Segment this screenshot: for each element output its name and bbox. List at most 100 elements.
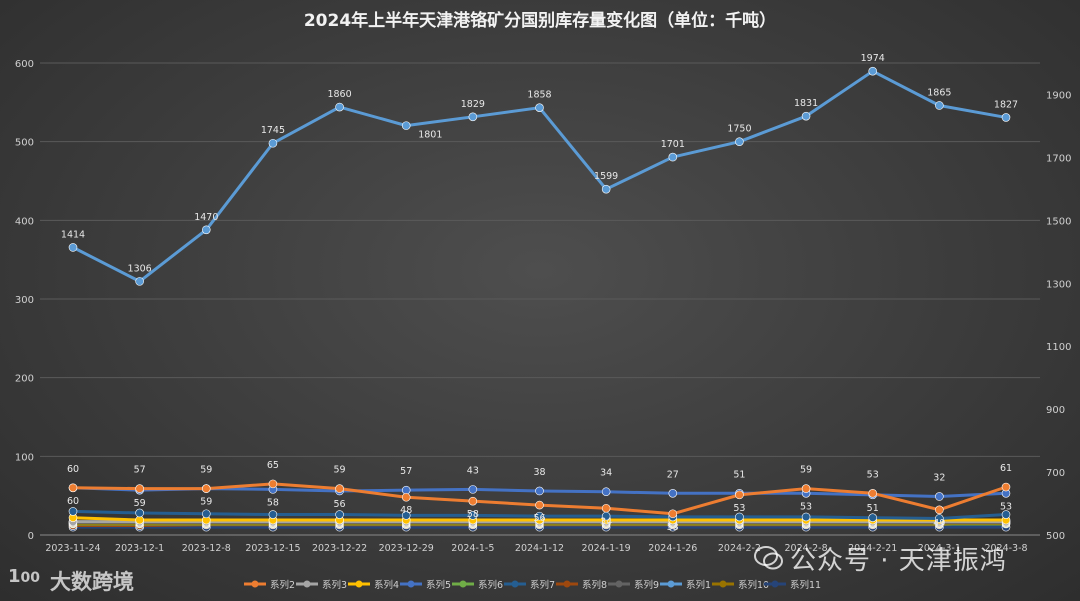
legend-label-系列1: 系列1 — [686, 579, 711, 591]
legend-label-系列9: 系列9 — [634, 579, 659, 591]
data-label-series1: 1827 — [994, 99, 1018, 110]
legend-label-系列4: 系列4 — [374, 579, 399, 591]
data-label-series5: 56 — [334, 499, 346, 510]
legend-label-系列2: 系列2 — [270, 579, 295, 591]
x-tick-label: 2023-12-22 — [312, 543, 367, 554]
legend-marker-系列8 — [563, 580, 571, 588]
data-label-series5: 34 — [600, 516, 612, 527]
y-left-tick-label: 300 — [15, 295, 34, 306]
data-label-series2: 57 — [400, 466, 412, 477]
legend-marker-系列3 — [303, 580, 311, 588]
data-label-series5: 59 — [200, 497, 212, 508]
x-tick-label: 2023-12-29 — [379, 543, 434, 554]
data-point-系列7 — [401, 511, 411, 520]
x-tick-label: 2024-1-19 — [582, 543, 631, 554]
wechat-icon — [754, 545, 784, 571]
data-label-series2: 59 — [800, 465, 812, 476]
y-right-tick-label: 1300 — [1046, 279, 1071, 290]
data-point-系列2 — [801, 484, 811, 493]
data-point-系列7 — [935, 514, 944, 523]
data-label-series1: 1750 — [727, 124, 751, 135]
data-point-系列7 — [535, 511, 544, 521]
y-left-tick-label: 200 — [15, 374, 34, 385]
data-point-系列1 — [135, 277, 144, 286]
data-point-系列2 — [668, 509, 678, 519]
data-point-系列1 — [535, 103, 544, 112]
legend-marker-系列1 — [667, 580, 675, 588]
y-right-tick-label: 1900 — [1046, 90, 1071, 101]
data-label-series1: 1860 — [327, 89, 351, 100]
data-label-series1: 1858 — [527, 90, 551, 101]
logo-icon: 100 — [8, 566, 41, 587]
data-label-series1: 1865 — [927, 87, 951, 98]
y-right-tick-label: 500 — [1046, 531, 1065, 542]
legend-label-系列7: 系列7 — [530, 579, 555, 591]
y-left-tick-label: 400 — [15, 216, 34, 227]
data-point-系列1 — [801, 111, 811, 121]
x-tick-label: 2023-11-24 — [45, 543, 100, 554]
data-label-series5: 53 — [800, 501, 812, 512]
data-point-系列7 — [335, 510, 344, 519]
data-point-系列7 — [1001, 510, 1011, 519]
data-label-series2: 38 — [533, 467, 545, 478]
data-label-series2: 59 — [200, 465, 212, 476]
data-point-系列1 — [201, 225, 211, 235]
data-label-series5: 58 — [467, 509, 479, 520]
y-right-tick-label: 1100 — [1046, 342, 1071, 353]
data-point-系列7 — [201, 509, 211, 519]
data-point-系列1 — [601, 184, 611, 194]
data-label-series5: 56 — [533, 513, 545, 524]
data-label-series2: 53 — [867, 469, 879, 480]
data-point-系列5 — [601, 487, 611, 497]
legend-marker-系列4 — [355, 580, 363, 588]
data-point-系列2 — [135, 484, 144, 493]
data-point-系列5 — [468, 485, 478, 494]
data-point-系列1 — [68, 243, 78, 252]
data-label-series5: 49 — [933, 518, 945, 529]
data-point-系列7 — [735, 512, 744, 522]
x-tick-label: 2024-3-8 — [984, 543, 1027, 554]
x-tick-label: 2023-12-15 — [245, 543, 300, 554]
legend-marker-系列10 — [719, 580, 727, 588]
x-tick-label: 2024-2-8 — [785, 543, 828, 554]
data-point-系列7 — [868, 513, 878, 522]
data-label-series1: 1701 — [661, 139, 685, 150]
data-label-series2: 43 — [467, 465, 479, 476]
data-point-系列7 — [801, 512, 811, 522]
data-label-series1: 1831 — [794, 98, 818, 109]
data-label-series5: 53 — [733, 503, 745, 514]
x-tick-label: 2024-3-1 — [918, 543, 961, 554]
data-label-series5: 48 — [400, 505, 412, 516]
data-point-系列5 — [668, 489, 678, 498]
data-label-series5: 51 — [867, 503, 879, 514]
data-point-系列1 — [668, 152, 678, 162]
data-label-series5: 60 — [67, 496, 79, 507]
y-right-tick-label: 1700 — [1046, 153, 1071, 164]
legend-marker-系列11 — [771, 580, 779, 588]
y-right-tick-label: 900 — [1046, 405, 1065, 416]
legend-marker-系列2 — [251, 580, 259, 588]
legend-marker-系列5 — [407, 580, 415, 588]
data-point-系列1 — [868, 66, 878, 76]
series-line-系列1 — [72, 69, 1007, 283]
data-label-series5: 59 — [134, 498, 146, 509]
data-label-series2: 27 — [667, 469, 679, 480]
y-right-tick-label: 1500 — [1046, 216, 1071, 227]
data-label-series1: 1745 — [261, 125, 285, 136]
data-point-系列7 — [268, 510, 278, 519]
y-left-tick-label: 0 — [28, 531, 34, 542]
data-label-series2: 32 — [933, 472, 945, 483]
x-tick-label: 2023-12-1 — [115, 543, 164, 554]
data-label-series1: 1470 — [194, 212, 218, 223]
data-point-系列7 — [468, 511, 478, 520]
data-label-series5: 53 — [1000, 501, 1012, 512]
data-label-series2: 65 — [267, 460, 279, 471]
data-label-series2: 61 — [1000, 463, 1012, 474]
data-label-series1: 1801 — [418, 130, 442, 141]
data-label-series2: 51 — [733, 469, 745, 480]
y-left-tick-label: 100 — [15, 452, 34, 463]
data-label-series2: 59 — [334, 465, 346, 476]
data-point-系列1 — [401, 121, 411, 130]
data-point-系列7 — [68, 507, 78, 516]
